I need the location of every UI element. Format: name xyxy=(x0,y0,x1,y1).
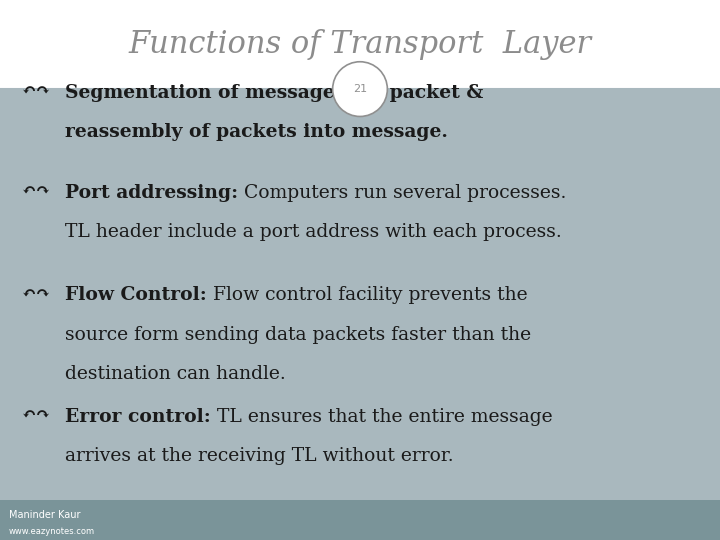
Text: Functions of Transport  Layer: Functions of Transport Layer xyxy=(128,29,592,60)
Text: TL ensures that the entire message: TL ensures that the entire message xyxy=(210,408,552,426)
Text: Flow Control:: Flow Control: xyxy=(65,286,207,304)
Text: ↶↷: ↶↷ xyxy=(22,184,50,200)
Ellipse shape xyxy=(333,62,387,117)
Text: Maninder Kaur: Maninder Kaur xyxy=(9,510,80,520)
Text: Computers run several processes.: Computers run several processes. xyxy=(238,184,567,201)
Text: Segmentation of message into packet &: Segmentation of message into packet & xyxy=(65,84,483,102)
Text: reassembly of packets into message.: reassembly of packets into message. xyxy=(65,123,448,141)
FancyBboxPatch shape xyxy=(0,0,720,89)
Text: arrives at the receiving TL without error.: arrives at the receiving TL without erro… xyxy=(65,447,454,465)
Text: destination can handle.: destination can handle. xyxy=(65,365,286,383)
Text: 21: 21 xyxy=(353,84,367,94)
Text: www.eazynotes.com: www.eazynotes.com xyxy=(9,526,95,536)
FancyBboxPatch shape xyxy=(0,89,720,500)
Text: Error control:: Error control: xyxy=(65,408,210,426)
FancyBboxPatch shape xyxy=(0,500,720,540)
Text: ↶↷: ↶↷ xyxy=(22,408,50,424)
Text: TL header include a port address with each process.: TL header include a port address with ea… xyxy=(65,223,562,241)
Text: ↶↷: ↶↷ xyxy=(22,286,50,303)
Text: source form sending data packets faster than the: source form sending data packets faster … xyxy=(65,326,531,343)
Text: Flow control facility prevents the: Flow control facility prevents the xyxy=(207,286,527,304)
Text: Port addressing:: Port addressing: xyxy=(65,184,238,201)
Text: ↶↷: ↶↷ xyxy=(22,84,50,100)
